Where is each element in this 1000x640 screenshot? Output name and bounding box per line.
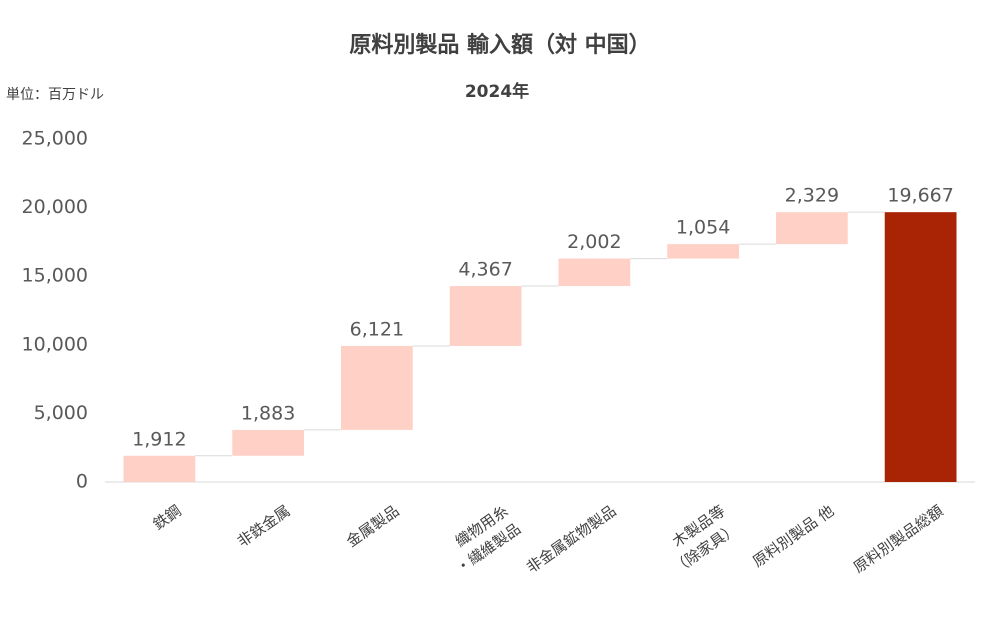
bar xyxy=(340,345,413,430)
value-label: 1,054 xyxy=(676,217,730,239)
y-tick-label: 10,000 xyxy=(22,333,88,355)
chart-title: 原料別製品 輸入額（対 中国） xyxy=(349,32,650,58)
value-label: 1,912 xyxy=(132,428,186,450)
bar xyxy=(775,212,848,245)
y-tick-label: 0 xyxy=(76,471,88,493)
bar xyxy=(232,429,305,456)
bar xyxy=(123,455,196,482)
value-label: 4,367 xyxy=(458,259,512,281)
value-label: 2,329 xyxy=(785,185,839,207)
value-label: 2,002 xyxy=(567,231,621,253)
total-bar xyxy=(884,212,957,482)
y-tick-label: 20,000 xyxy=(22,196,88,218)
chart-subtitle: 2024年 xyxy=(465,81,529,102)
value-label: 19,667 xyxy=(887,185,953,207)
y-tick-label: 5,000 xyxy=(34,402,88,424)
bar xyxy=(667,244,740,259)
unit-label: 単位：百万ドル xyxy=(6,87,104,103)
value-label: 6,121 xyxy=(350,318,404,340)
bar xyxy=(449,286,522,346)
bar xyxy=(558,258,631,287)
value-label: 1,883 xyxy=(241,402,295,424)
y-tick-label: 25,000 xyxy=(22,128,88,150)
y-tick-label: 15,000 xyxy=(22,265,88,287)
